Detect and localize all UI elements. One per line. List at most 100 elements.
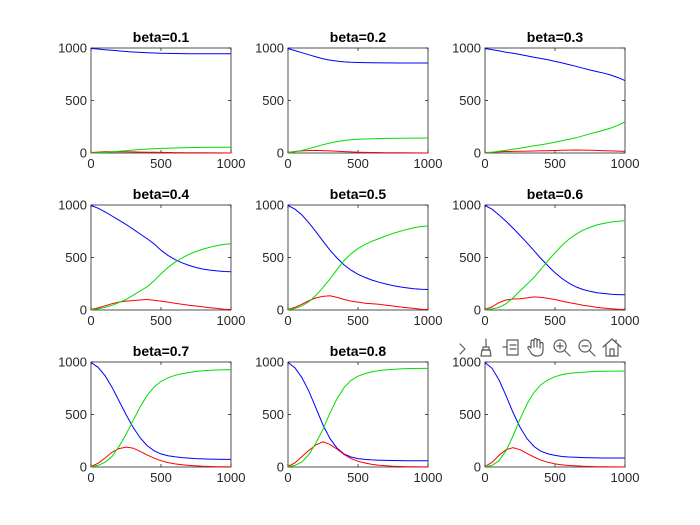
subplot-3: beta=0.3 0 500 1000 0 500 1000 (452, 29, 639, 171)
axes-box (90, 47, 232, 154)
x-tick-label: 500 (150, 156, 172, 171)
data-tips-icon[interactable] (500, 336, 520, 356)
subplot-2: beta=0.2 0 500 1000 0 500 1000 (255, 29, 442, 171)
x-tick-label: 500 (544, 156, 566, 171)
axes-box (287, 361, 429, 468)
subplot-1: beta=0.1 0 500 1000 0 500 1000 (58, 29, 245, 171)
series-line-3 (484, 220, 626, 311)
x-tick-label: 500 (150, 470, 172, 485)
series-line-3 (90, 243, 232, 311)
series-line-3 (90, 146, 232, 154)
x-tick-label: 0 (87, 156, 94, 171)
subplot-6: beta=0.6 0 500 1000 0 500 1000 (452, 186, 639, 328)
y-tick-label: 500 (459, 407, 481, 422)
x-tick-label: 0 (481, 313, 488, 328)
y-tick-label: 0 (277, 146, 284, 161)
home-icon[interactable] (600, 335, 622, 357)
y-tick-label: 500 (65, 93, 87, 108)
series-line-1 (90, 362, 231, 460)
pan-hand-icon[interactable] (524, 335, 546, 357)
y-tick-label: 500 (459, 93, 481, 108)
series-line-3 (287, 225, 429, 311)
y-tick-label: 0 (80, 460, 87, 475)
y-tick-label: 1000 (58, 41, 87, 56)
y-tick-label: 500 (262, 407, 284, 422)
x-tick-label: 500 (544, 470, 566, 485)
x-tick-label: 1000 (414, 156, 443, 171)
y-tick-label: 500 (262, 250, 284, 265)
series-line-2 (287, 149, 429, 154)
y-tick-label: 0 (277, 460, 284, 475)
series-line-1 (287, 362, 428, 462)
axes-box (90, 204, 232, 311)
x-tick-label: 1000 (217, 313, 246, 328)
x-tick-label: 1000 (217, 470, 246, 485)
x-tick-label: 500 (347, 156, 369, 171)
y-tick-label: 500 (459, 250, 481, 265)
series-line-3 (90, 369, 232, 468)
subplot-title: beta=0.4 (133, 186, 190, 202)
series-line-1 (287, 48, 428, 64)
subplot-title: beta=0.5 (330, 186, 387, 202)
zoom-out-icon[interactable] (575, 336, 597, 358)
x-tick-label: 0 (481, 470, 488, 485)
series-line-2 (484, 149, 626, 153)
x-tick-label: 500 (544, 313, 566, 328)
x-tick-label: 1000 (611, 156, 640, 171)
y-tick-label: 0 (80, 303, 87, 318)
axes-box (484, 47, 626, 154)
series-line-2 (90, 446, 232, 468)
axes-toolbar (454, 335, 622, 358)
y-tick-label: 0 (474, 303, 481, 318)
x-tick-label: 0 (87, 313, 94, 328)
brush-icon[interactable] (476, 336, 496, 357)
y-tick-label: 1000 (255, 355, 284, 370)
x-tick-label: 0 (87, 470, 94, 485)
axes-box (484, 204, 626, 311)
subplot-5: beta=0.5 0 500 1000 0 500 1000 (255, 186, 442, 328)
x-tick-label: 0 (284, 156, 291, 171)
series-line-1 (90, 205, 232, 273)
subplot-9: 0 500 1000 0 500 1000 (452, 355, 639, 486)
series-line-2 (484, 447, 626, 468)
y-tick-label: 0 (474, 460, 481, 475)
x-tick-label: 500 (150, 313, 172, 328)
subplot-title: beta=0.8 (330, 343, 387, 359)
y-tick-label: 500 (262, 93, 284, 108)
subplot-title: beta=0.1 (133, 29, 190, 45)
x-tick-label: 500 (347, 313, 369, 328)
subplot-8: beta=0.8 0 500 1000 0 500 1000 (255, 343, 442, 485)
x-tick-label: 500 (347, 470, 369, 485)
subplot-title: beta=0.2 (330, 29, 387, 45)
axes-box (287, 204, 429, 311)
y-tick-label: 1000 (58, 355, 87, 370)
y-tick-label: 1000 (452, 355, 481, 370)
series-line-3 (287, 367, 428, 468)
series-line-2 (287, 441, 428, 468)
y-tick-label: 1000 (255, 198, 284, 213)
x-tick-label: 1000 (611, 470, 640, 485)
y-tick-label: 0 (277, 303, 284, 318)
y-tick-label: 1000 (452, 198, 481, 213)
series-line-3 (484, 370, 626, 468)
series-line-1 (287, 205, 429, 290)
x-tick-label: 0 (284, 313, 291, 328)
y-tick-label: 1000 (452, 41, 481, 56)
y-tick-label: 1000 (58, 198, 87, 213)
y-tick-label: 1000 (255, 41, 284, 56)
y-tick-label: 0 (474, 146, 481, 161)
series-line-1 (484, 362, 625, 459)
x-tick-label: 1000 (414, 313, 443, 328)
x-tick-label: 1000 (414, 470, 443, 485)
x-tick-label: 1000 (611, 313, 640, 328)
zoom-in-icon[interactable] (550, 336, 572, 358)
x-tick-label: 1000 (217, 156, 246, 171)
series-line-3 (484, 121, 626, 154)
chevron-right-icon[interactable] (454, 338, 470, 356)
y-tick-label: 500 (65, 250, 87, 265)
series-line-1 (90, 48, 231, 55)
subplot-title: beta=0.7 (133, 343, 190, 359)
subplot-grid: beta=0.1 0 500 1000 0 500 1000 beta=0.2 0 500 1000… (58, 29, 639, 485)
axes-box (287, 47, 429, 154)
